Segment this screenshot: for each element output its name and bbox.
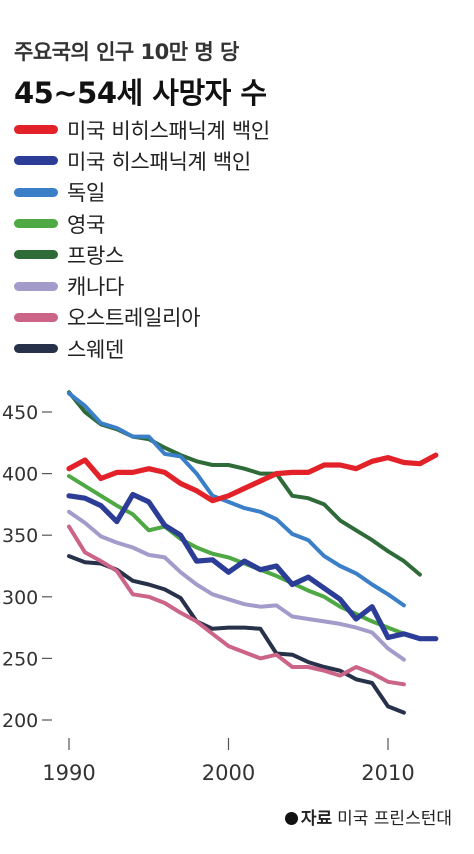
legend-swatch bbox=[14, 344, 58, 354]
series-line-2 bbox=[67, 391, 406, 608]
legend-swatch bbox=[14, 281, 58, 291]
legend-swatch bbox=[14, 250, 58, 260]
legend-label: 미국 히스패닉계 백인 bbox=[67, 149, 251, 174]
legend-item-us-non-hispanic-white: 미국 비히스패닉계 백인 bbox=[14, 114, 270, 145]
chart-title-line2: 45~54세 사망자 수 bbox=[14, 76, 267, 110]
x-tick-label-1990: 1990 bbox=[42, 761, 95, 785]
source-label: 자료 bbox=[300, 809, 333, 829]
legend-label: 영국 bbox=[67, 212, 106, 237]
legend-label: 캐나다 bbox=[67, 275, 125, 300]
legend: 미국 비히스패닉계 백인 미국 히스패닉계 백인 독일 영국 프랑스 캐나다 오… bbox=[14, 114, 270, 364]
legend-item-germany: 독일 bbox=[14, 177, 270, 208]
y-tick-label-250: 250 bbox=[2, 648, 38, 670]
x-tick-label-2010: 2010 bbox=[361, 761, 414, 785]
series-line-1 bbox=[66, 491, 439, 642]
legend-swatch bbox=[14, 156, 58, 166]
x-tick-label-2000: 2000 bbox=[202, 761, 255, 785]
legend-item-us-hispanic-white: 미국 히스패닉계 백인 bbox=[14, 145, 270, 176]
series-line-5 bbox=[67, 509, 406, 662]
y-tick-label-200: 200 bbox=[2, 710, 38, 732]
legend-swatch bbox=[14, 312, 58, 322]
y-tick-label-350: 350 bbox=[2, 525, 38, 547]
legend-item-uk: 영국 bbox=[14, 208, 270, 239]
y-tick-label-450: 450 bbox=[2, 402, 38, 424]
chart-title-line1: 주요국의 인구 10만 명 당 bbox=[14, 40, 239, 64]
legend-label: 미국 비히스패닉계 백인 bbox=[67, 118, 270, 143]
legend-label: 독일 bbox=[67, 181, 106, 206]
bullet-dot-icon bbox=[284, 812, 298, 825]
legend-label: 스웨덴 bbox=[67, 337, 125, 362]
series-line-0 bbox=[66, 452, 439, 504]
legend-swatch bbox=[14, 125, 58, 135]
legend-item-australia: 오스트레일리아 bbox=[14, 302, 270, 333]
y-tick-label-400: 400 bbox=[2, 464, 38, 486]
legend-item-france: 프랑스 bbox=[14, 239, 270, 270]
legend-label: 오스트레일리아 bbox=[67, 306, 201, 331]
legend-item-sweden: 스웨덴 bbox=[14, 333, 270, 364]
series-line-4 bbox=[67, 390, 422, 577]
source-note: 자료 미국 프린스턴대 bbox=[284, 804, 452, 829]
series-line-7 bbox=[67, 554, 406, 715]
y-tick-label-300: 300 bbox=[2, 587, 38, 609]
legend-label: 프랑스 bbox=[67, 243, 125, 268]
series-line-3 bbox=[67, 474, 406, 636]
series-line-6 bbox=[67, 524, 406, 687]
source-text: 미국 프린스턴대 bbox=[337, 809, 452, 829]
legend-item-canada: 캐나다 bbox=[14, 270, 270, 301]
legend-swatch bbox=[14, 187, 58, 197]
legend-swatch bbox=[14, 219, 58, 229]
line-chart: 450 400 350 300 250 200 1990 2000 2010 bbox=[2, 390, 439, 785]
